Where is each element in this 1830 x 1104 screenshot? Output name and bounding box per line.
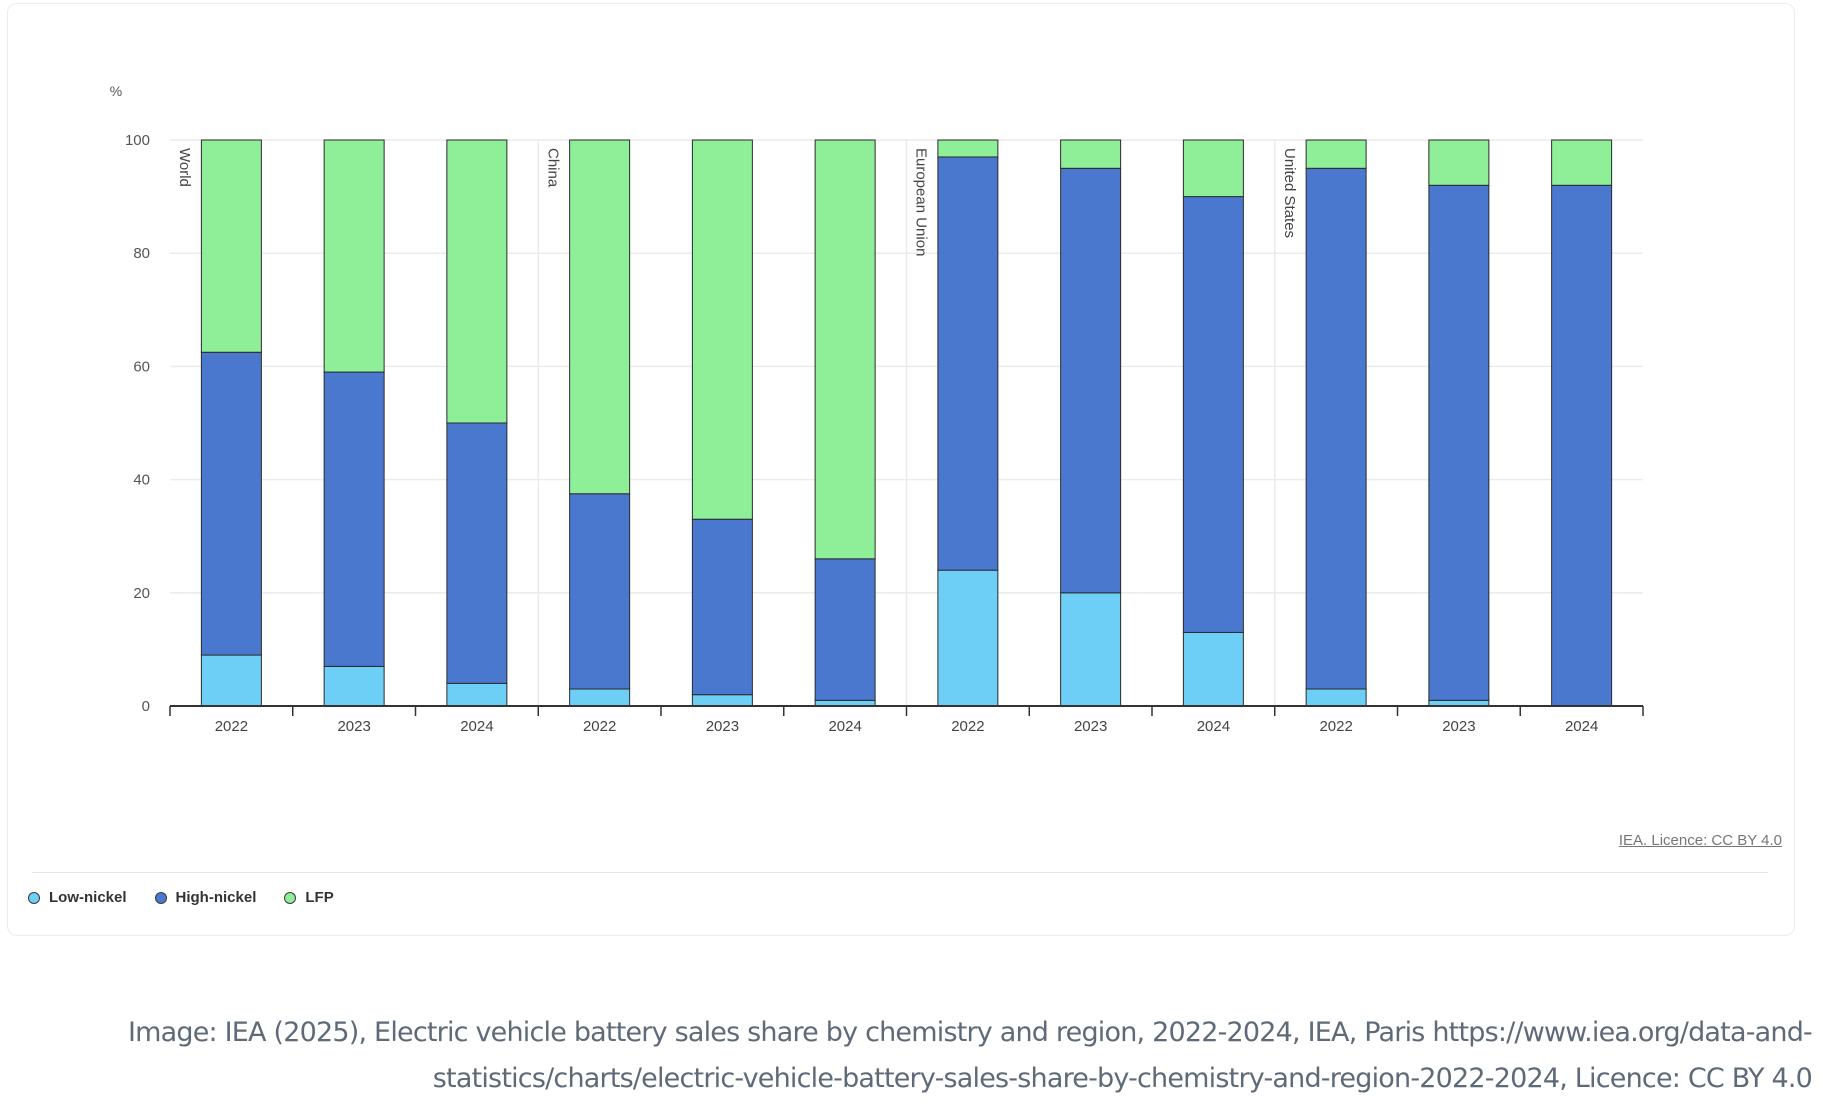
legend: Low-nickel High-nickel LFP <box>28 889 334 906</box>
bar-segment <box>200 654 262 707</box>
x-tick-label: 2024 <box>1565 718 1598 735</box>
bar-segment <box>323 665 385 707</box>
x-tick-label: 2022 <box>951 718 984 735</box>
bar-segment <box>814 558 876 701</box>
bar-segment <box>1551 139 1613 186</box>
bar-segment <box>937 139 999 158</box>
bar-segment <box>1428 139 1490 186</box>
legend-item-lfp[interactable]: LFP <box>284 889 334 906</box>
x-tick-label: 2023 <box>1074 718 1107 735</box>
legend-item-low-nickel[interactable]: Low-nickel <box>28 889 127 906</box>
legend-dot-icon <box>28 891 40 904</box>
y-tick-label: 20 <box>133 585 150 602</box>
bar-segment <box>569 688 631 707</box>
x-tick-label: 2022 <box>215 718 248 735</box>
x-tick-label: 2022 <box>1319 718 1352 735</box>
bar-segment <box>1060 139 1122 169</box>
legend-label: Low-nickel <box>49 889 127 906</box>
legend-dot-icon <box>284 891 297 904</box>
bar-segment <box>446 422 508 684</box>
legend-divider <box>32 872 1768 873</box>
x-tick-label: 2024 <box>828 718 861 735</box>
bar-chart: 0 20 40 60 80 100% World China European Union Uni… <box>110 83 1644 735</box>
bar-segment <box>937 569 999 707</box>
bar-segment <box>691 139 753 520</box>
bar-segment <box>1182 631 1244 707</box>
bar-segment <box>200 139 262 353</box>
bar-segment <box>323 139 385 373</box>
bar-segment <box>446 682 508 707</box>
bar-segment <box>691 518 753 696</box>
bar-segment <box>1305 167 1367 690</box>
bar-segment <box>814 139 876 560</box>
bar-segment <box>1428 184 1490 701</box>
bar-segment <box>323 371 385 667</box>
chart-card <box>7 3 1795 936</box>
bar-segment <box>569 493 631 690</box>
bar-segment <box>691 694 753 707</box>
bar-segment <box>1060 592 1122 707</box>
bar-segment <box>569 139 631 495</box>
bar-segment <box>1182 139 1244 198</box>
legend-dot-icon <box>154 891 167 904</box>
bar-segment <box>200 351 262 656</box>
legend-label: High-nickel <box>175 889 257 906</box>
group-label: World <box>176 148 193 187</box>
bar-segment <box>1551 184 1613 707</box>
legend-item-high-nickel[interactable]: High-nickel <box>154 889 257 906</box>
y-tick-label: 40 <box>133 472 150 489</box>
bar-segment <box>1060 167 1122 594</box>
bar-segment <box>1182 196 1244 633</box>
y-tick-label: 80 <box>133 245 150 262</box>
bar-segment <box>1305 688 1367 707</box>
x-tick-label: 2024 <box>1197 718 1230 735</box>
y-tick-label: 60 <box>133 358 150 375</box>
y-axis-label: % <box>110 83 122 99</box>
x-tick-label: 2023 <box>1442 718 1475 735</box>
bar-segment <box>937 156 999 571</box>
x-tick-label: 2024 <box>460 718 493 735</box>
x-tick-label: 2023 <box>706 718 739 735</box>
group-label: European Union <box>913 148 930 256</box>
image-caption: Image: IEA (2025), Electric vehicle batt… <box>128 1017 1813 1094</box>
x-tick-label: 2022 <box>583 718 616 735</box>
y-tick-label: 0 <box>142 698 150 715</box>
legend-label: LFP <box>305 889 334 906</box>
bar-segment <box>1305 139 1367 169</box>
bar-segment <box>446 139 508 424</box>
group-label: China <box>544 148 561 188</box>
licence-link[interactable]: IEA. Licence: CC BY 4.0 <box>1618 832 1782 849</box>
y-tick-label: 100 <box>125 132 150 149</box>
x-tick-label: 2023 <box>337 718 370 735</box>
group-label: United States <box>1281 148 1298 238</box>
